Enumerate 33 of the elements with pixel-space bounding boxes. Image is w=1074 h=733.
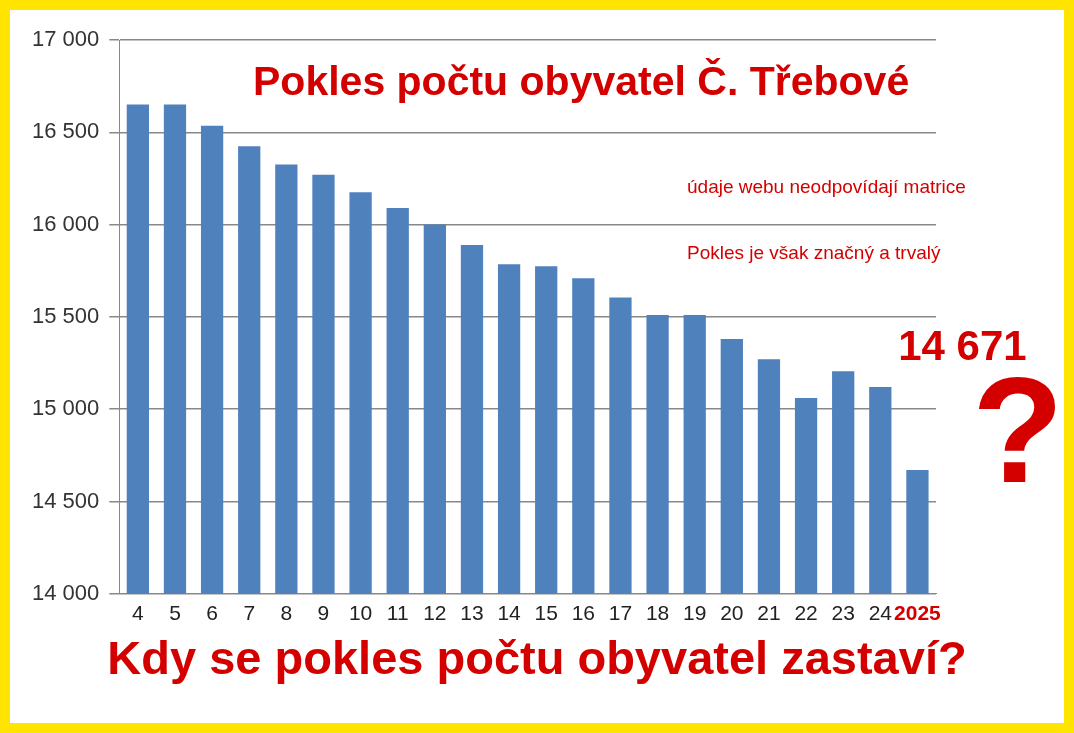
x-tick-label: 16 bbox=[571, 601, 596, 625]
y-tick-label: 17 000 bbox=[31, 26, 100, 52]
y-tick-label: 16 500 bbox=[31, 118, 100, 144]
x-tick-label: 14 bbox=[497, 601, 522, 625]
x-tick-label: 11 bbox=[386, 601, 409, 625]
annotation: údaje webu neodpovídají matrice bbox=[687, 176, 966, 198]
y-tick-label: 15 500 bbox=[31, 302, 100, 328]
x-tick-label: 21 bbox=[757, 601, 781, 625]
annotation: Pokles je však značný a trvalý bbox=[687, 242, 941, 264]
x-tick-label: 5 bbox=[169, 601, 181, 625]
x-tick-label: 7 bbox=[243, 601, 256, 625]
x-tick-label: 18 bbox=[645, 601, 670, 625]
x-tick-label: 23 bbox=[831, 601, 855, 625]
y-tick-label: 14 000 bbox=[31, 579, 100, 605]
chart-title: Pokles počtu obyvatel Č. Třebové bbox=[253, 58, 910, 105]
x-tick-label: 19 bbox=[683, 601, 707, 625]
y-tick-label: 14 500 bbox=[31, 487, 100, 513]
y-tick-label: 16 000 bbox=[31, 210, 100, 236]
x-tick-label: 22 bbox=[794, 601, 818, 625]
x-tick-label: 20 bbox=[720, 601, 744, 625]
x-tick-label: 15 bbox=[534, 601, 558, 625]
x-tick-label: 24 bbox=[868, 601, 893, 625]
x-tick-label: 17 bbox=[608, 601, 633, 625]
x-tick-label: 6 bbox=[206, 601, 218, 625]
y-tick-label: 15 000 bbox=[31, 395, 100, 421]
x-tick-label: 10 bbox=[348, 601, 373, 625]
x-tick-label: 2025 bbox=[894, 601, 942, 625]
x-tick-label: 4 bbox=[132, 601, 145, 625]
x-tick-label: 8 bbox=[280, 601, 293, 625]
x-tick-label: 9 bbox=[317, 601, 330, 625]
text: Kdy se pokles počtu obyvatel zastaví? bbox=[106, 630, 968, 685]
x-tick-label: 13 bbox=[460, 601, 484, 625]
x-tick-label: 12 bbox=[423, 601, 447, 625]
